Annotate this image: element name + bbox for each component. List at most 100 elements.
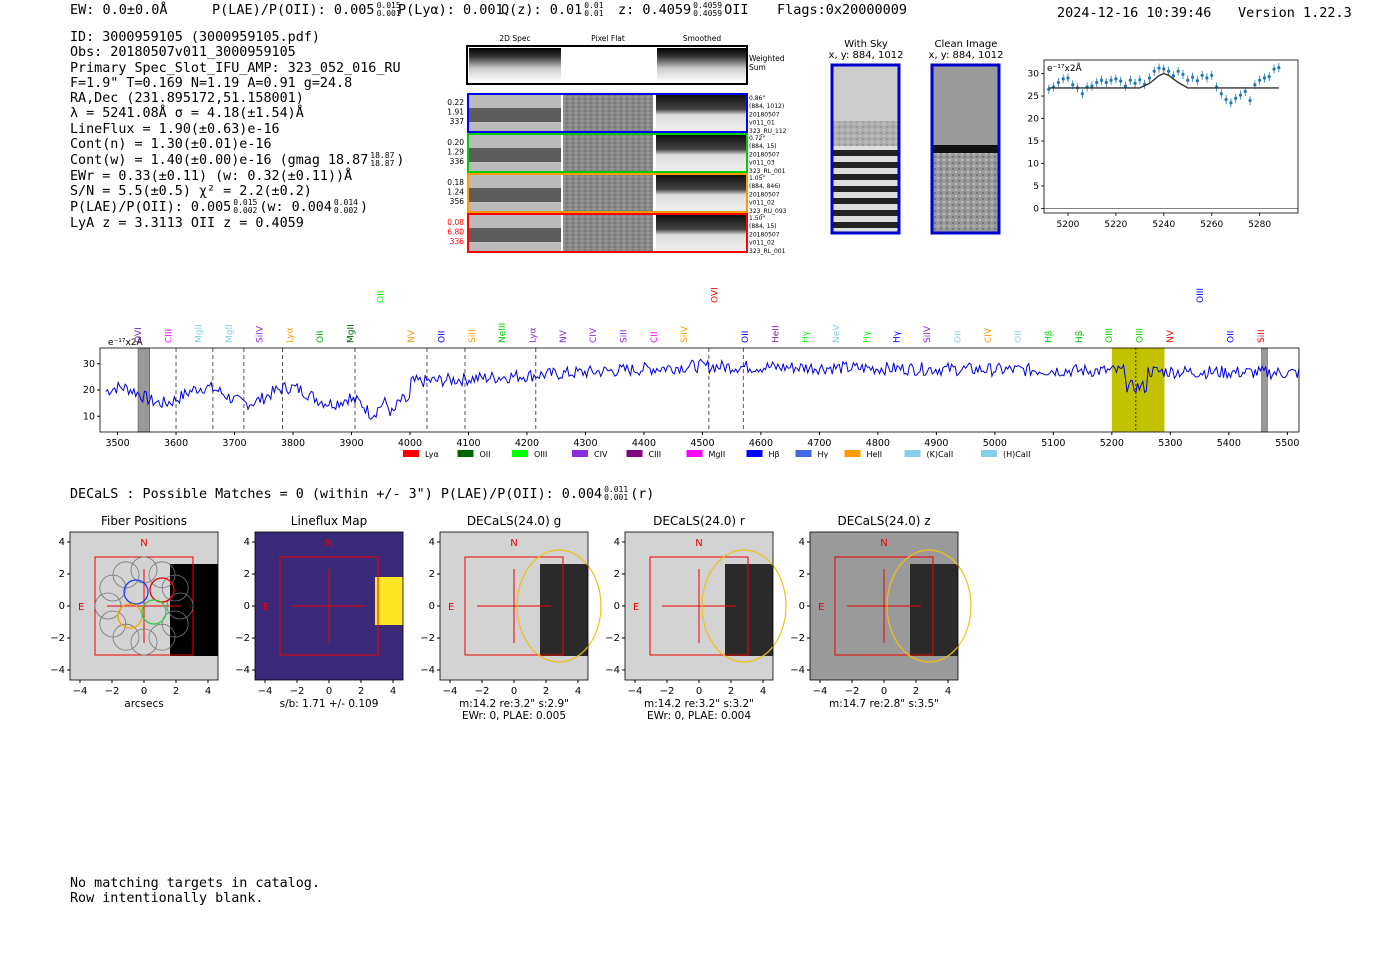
- spectral-line-label: CIII: [164, 329, 174, 343]
- header-z-label: z: 0.4059: [618, 2, 692, 18]
- compass-east: E: [263, 602, 269, 613]
- with-sky-stripes: [833, 146, 898, 231]
- header-qz-hi: 0.01: [584, 1, 604, 10]
- axis-y-tick-label: −2: [420, 633, 435, 644]
- spectral-line-label: SiII: [620, 329, 630, 343]
- info-fline: F=1.9" T=0.169 N=1.19 A=0.91 g=24.8: [70, 75, 353, 91]
- cutout-row-value: 6.80: [447, 228, 464, 237]
- with-sky-title: With Sky: [844, 39, 888, 50]
- cutout-row-meta: 20180507: [749, 151, 780, 158]
- legend-swatch: [572, 450, 588, 457]
- spectral-line-label: NeIII: [498, 323, 508, 343]
- full-spectrum-chart: 10 20 30 3500 3600 3700 3800 3900 4000 4100 4200 43…: [83, 287, 1300, 459]
- zoom-x-tick-label: 5220: [1104, 220, 1127, 230]
- axis-x-tick-label: 4: [945, 686, 951, 697]
- zoom-data-point: [1243, 89, 1247, 94]
- header-z: z: 0.4059 0.4059 0.4059 OII: [618, 1, 748, 19]
- spectrum-y-tick-label: 30: [83, 359, 95, 370]
- spectral-line-label: SiIV: [680, 325, 690, 343]
- zoom-y-tick-label: 10: [1028, 160, 1040, 170]
- decals-caption-1: m:14.2 re:3.2" s:2.9": [459, 698, 569, 710]
- galaxy-aperture-ellipse: [701, 549, 787, 663]
- compass-east: E: [818, 602, 824, 613]
- info-plae: P(LAE)/P(OII): 0.005 0.015 0.002 (w: 0.004 0…: [70, 198, 369, 216]
- compass-east: E: [448, 602, 454, 613]
- cutout-flat-image: [563, 95, 653, 131]
- zoom-data-point: [1272, 67, 1276, 71]
- legend-label: HeII: [867, 450, 883, 459]
- weighted-sum-label-2: Sum: [749, 63, 766, 72]
- spectrum-x-tick-label: 3900: [339, 438, 363, 449]
- info-plae-lo: 0.002: [233, 206, 258, 216]
- cutout-row-meta: 323_RL_001: [749, 168, 786, 175]
- axis-x-tick-label: −4: [628, 686, 643, 697]
- axis-x-tick-label: −4: [443, 686, 458, 697]
- axis-y-tick-label: 4: [614, 537, 620, 548]
- cutout-row-value: 0.22: [447, 98, 464, 107]
- zoom-data-point: [1099, 78, 1104, 82]
- legend-swatch: [403, 450, 419, 457]
- spectrum-x-tick-label: 4100: [456, 438, 480, 449]
- cutout-flat-image: [563, 135, 653, 171]
- cutout-row-value: 356: [450, 197, 465, 206]
- cutout-row-value: 336: [450, 237, 465, 246]
- info-sn: S/N = 5.5(±0.5) χ² = 2.2(±0.2): [70, 183, 312, 199]
- cutout-smooth-image: [656, 215, 746, 251]
- legend-label: OIII: [534, 450, 547, 459]
- zoom-data-point: [1210, 73, 1214, 77]
- spectral-line-label: NV: [1166, 329, 1176, 343]
- legend-swatch: [981, 450, 997, 457]
- info-lineflux: LineFlux = 1.90(±0.63)e-16: [70, 121, 280, 137]
- decals-caption-1: m:14.2 re:3.2" s:3.2": [644, 698, 754, 710]
- compass-east: E: [78, 602, 84, 613]
- spectral-line-label: SiII: [468, 329, 478, 343]
- zoom-data-point: [1205, 76, 1209, 80]
- zoom-x-tick-label: 5260: [1200, 220, 1223, 230]
- compass-north: N: [140, 538, 147, 549]
- header-flags: Flags:0x20000009: [777, 2, 908, 18]
- cutout-row-meta: 20180507: [749, 191, 780, 198]
- info-plae-hi: 0.015: [233, 198, 258, 208]
- zoom-data-point: [1080, 92, 1084, 96]
- compass-north: N: [695, 538, 702, 549]
- decals-panel-title: DECaLS(24.0) z: [837, 514, 930, 528]
- axis-y-tick-label: 2: [244, 569, 250, 580]
- legend-label: Hβ: [769, 450, 780, 459]
- header-plae-lo: 0.001: [376, 9, 401, 18]
- cutout-row-frame: [467, 213, 748, 253]
- legend-label: OII: [480, 450, 491, 459]
- spectral-line-label: CII: [650, 331, 660, 343]
- bright-galaxy: [170, 564, 218, 656]
- spectral-line-label: OIII: [1105, 328, 1115, 343]
- zoom-x-tick-label: 5200: [1057, 220, 1080, 230]
- info-block: ID: 3000959105 (3000959105.pdf) Obs: 201…: [70, 30, 404, 231]
- cutout-smooth-image: [656, 175, 746, 211]
- compass-north: N: [880, 538, 887, 549]
- decals-summary-hi: 0.011: [604, 485, 629, 494]
- cutout-row-value: 0.20: [447, 138, 464, 147]
- axis-y-tick-label: −4: [790, 665, 805, 676]
- legend-label: CIV: [594, 450, 608, 459]
- zoom-y-tick-label: 25: [1028, 92, 1039, 102]
- cutout-row-meta: 0.72": [749, 135, 765, 142]
- cutout-row-meta: 1.50": [749, 215, 765, 222]
- axis-y-tick-label: 2: [429, 569, 435, 580]
- decals-caption-2: EWr: 0, PLAE: 0.004: [647, 710, 751, 722]
- spectrum-x-tick-label: 4600: [749, 438, 773, 449]
- cutout-spec-trace: [469, 108, 561, 122]
- axis-x-tick-label: −2: [105, 686, 120, 697]
- spectral-line-label: SiIV: [255, 325, 265, 343]
- cutout-flat-image: [563, 215, 653, 251]
- header-plya: P(Lyα): 0.001: [398, 2, 504, 18]
- zoom-data-point: [1253, 83, 1257, 87]
- fiber-highlight: [141, 599, 167, 625]
- cutout-row-meta: v011_02: [749, 200, 775, 207]
- header-z-hi: 0.4059: [693, 1, 723, 10]
- cutout-row-frame: [467, 133, 748, 173]
- cutout-row-meta: 323_RL_001: [749, 248, 786, 255]
- cutout-row-value: 1.24: [447, 188, 464, 197]
- info-primary: Primary Spec_Slot_IFU_AMP: 323_052_016_R…: [70, 60, 401, 76]
- axis-y-tick-label: 0: [59, 601, 65, 612]
- zoom-data-point: [1267, 75, 1271, 79]
- zoom-data-point: [1181, 72, 1185, 76]
